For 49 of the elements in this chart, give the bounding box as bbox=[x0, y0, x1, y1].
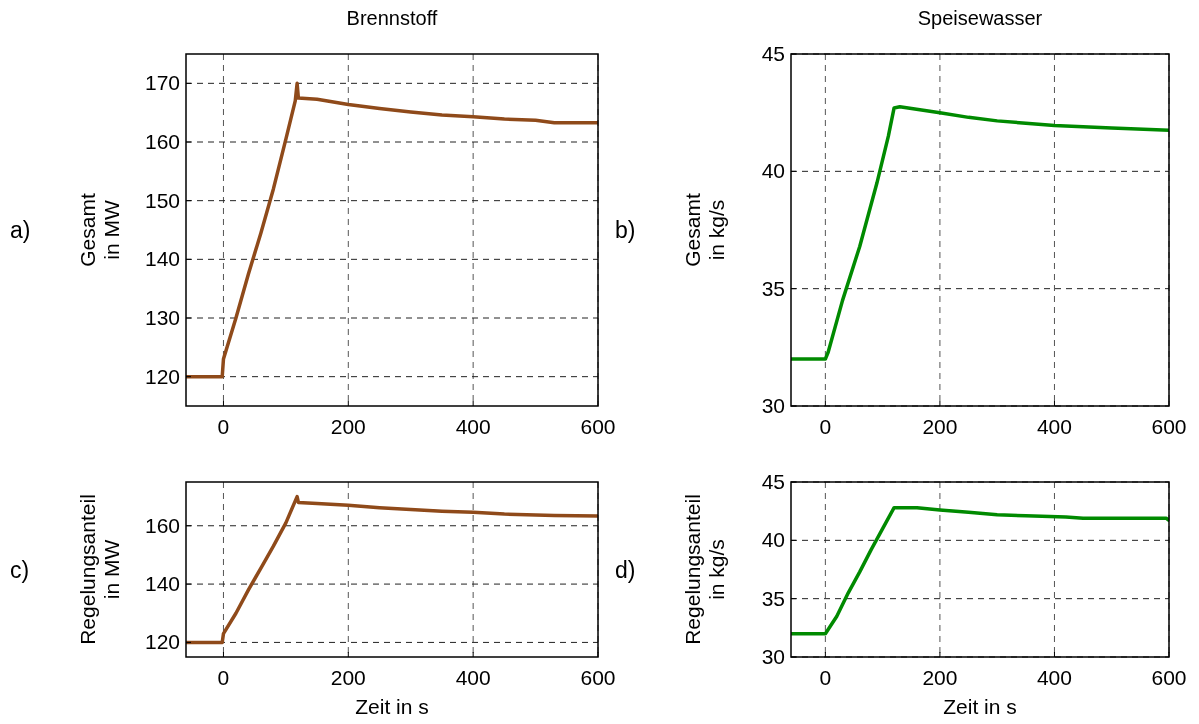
x-tick-label: 600 bbox=[580, 415, 616, 438]
y-tick-label: 160 bbox=[144, 130, 180, 153]
x-tick-label: 200 bbox=[922, 666, 958, 689]
y-tick-label: 140 bbox=[144, 247, 180, 271]
text: c) bbox=[10, 556, 30, 583]
text: a) bbox=[10, 217, 31, 243]
text: d) bbox=[615, 556, 636, 583]
y-tick-label: 140 bbox=[144, 572, 180, 596]
line-series bbox=[791, 505, 1169, 636]
y-axis-title: Gesamt in kg/s bbox=[681, 193, 728, 267]
x-tick-label: 200 bbox=[330, 415, 366, 438]
x-tick-label: 200 bbox=[922, 415, 958, 438]
x-tick-label: 0 bbox=[217, 415, 230, 438]
x-tick-label: 600 bbox=[1151, 666, 1187, 689]
chart-title: Speisewasser bbox=[917, 7, 1043, 29]
x-tick-label: 400 bbox=[1036, 666, 1072, 689]
y-tick-label: 120 bbox=[144, 630, 180, 654]
y-axis-title: Regelungsanteil in kg/s bbox=[681, 494, 728, 645]
y-tick-label: 40 bbox=[761, 159, 785, 183]
y-tick-label: 45 bbox=[761, 470, 785, 493]
y-tick-label: 130 bbox=[144, 306, 180, 329]
x-axis-title: Zeit in s bbox=[355, 695, 429, 718]
x-tick-label: 0 bbox=[819, 666, 832, 689]
x-tick-label: 400 bbox=[1036, 415, 1072, 438]
y-tick-label: 160 bbox=[144, 513, 180, 537]
y-axis-title: Regelungsanteil in MW bbox=[76, 494, 123, 645]
line-series bbox=[186, 81, 598, 379]
y-axis-title: Gesamt in MW bbox=[76, 193, 123, 267]
x-tick-label: 600 bbox=[580, 666, 616, 689]
text: b) bbox=[615, 217, 636, 243]
y-tick-label: 35 bbox=[761, 276, 785, 300]
x-tick-label: 400 bbox=[455, 415, 491, 438]
y-tick-label: 30 bbox=[761, 394, 785, 417]
x-tick-label: 400 bbox=[455, 666, 491, 689]
line-series bbox=[186, 494, 598, 645]
line-series bbox=[791, 105, 1169, 361]
y-tick-label: 120 bbox=[144, 364, 180, 388]
y-tick-label: 170 bbox=[144, 71, 180, 95]
x-axis-title: Zeit in s bbox=[943, 695, 1017, 718]
x-tick-label: 200 bbox=[330, 666, 366, 689]
x-tick-label: 0 bbox=[217, 666, 230, 689]
x-tick-label: 600 bbox=[1151, 415, 1187, 438]
y-tick-label: 45 bbox=[761, 42, 785, 65]
chart-title: Brennstoff bbox=[346, 7, 438, 29]
y-tick-label: 35 bbox=[761, 586, 785, 610]
y-tick-label: 40 bbox=[761, 528, 785, 552]
y-tick-label: 30 bbox=[761, 645, 785, 668]
x-tick-label: 0 bbox=[819, 415, 832, 438]
y-tick-label: 150 bbox=[144, 188, 180, 212]
